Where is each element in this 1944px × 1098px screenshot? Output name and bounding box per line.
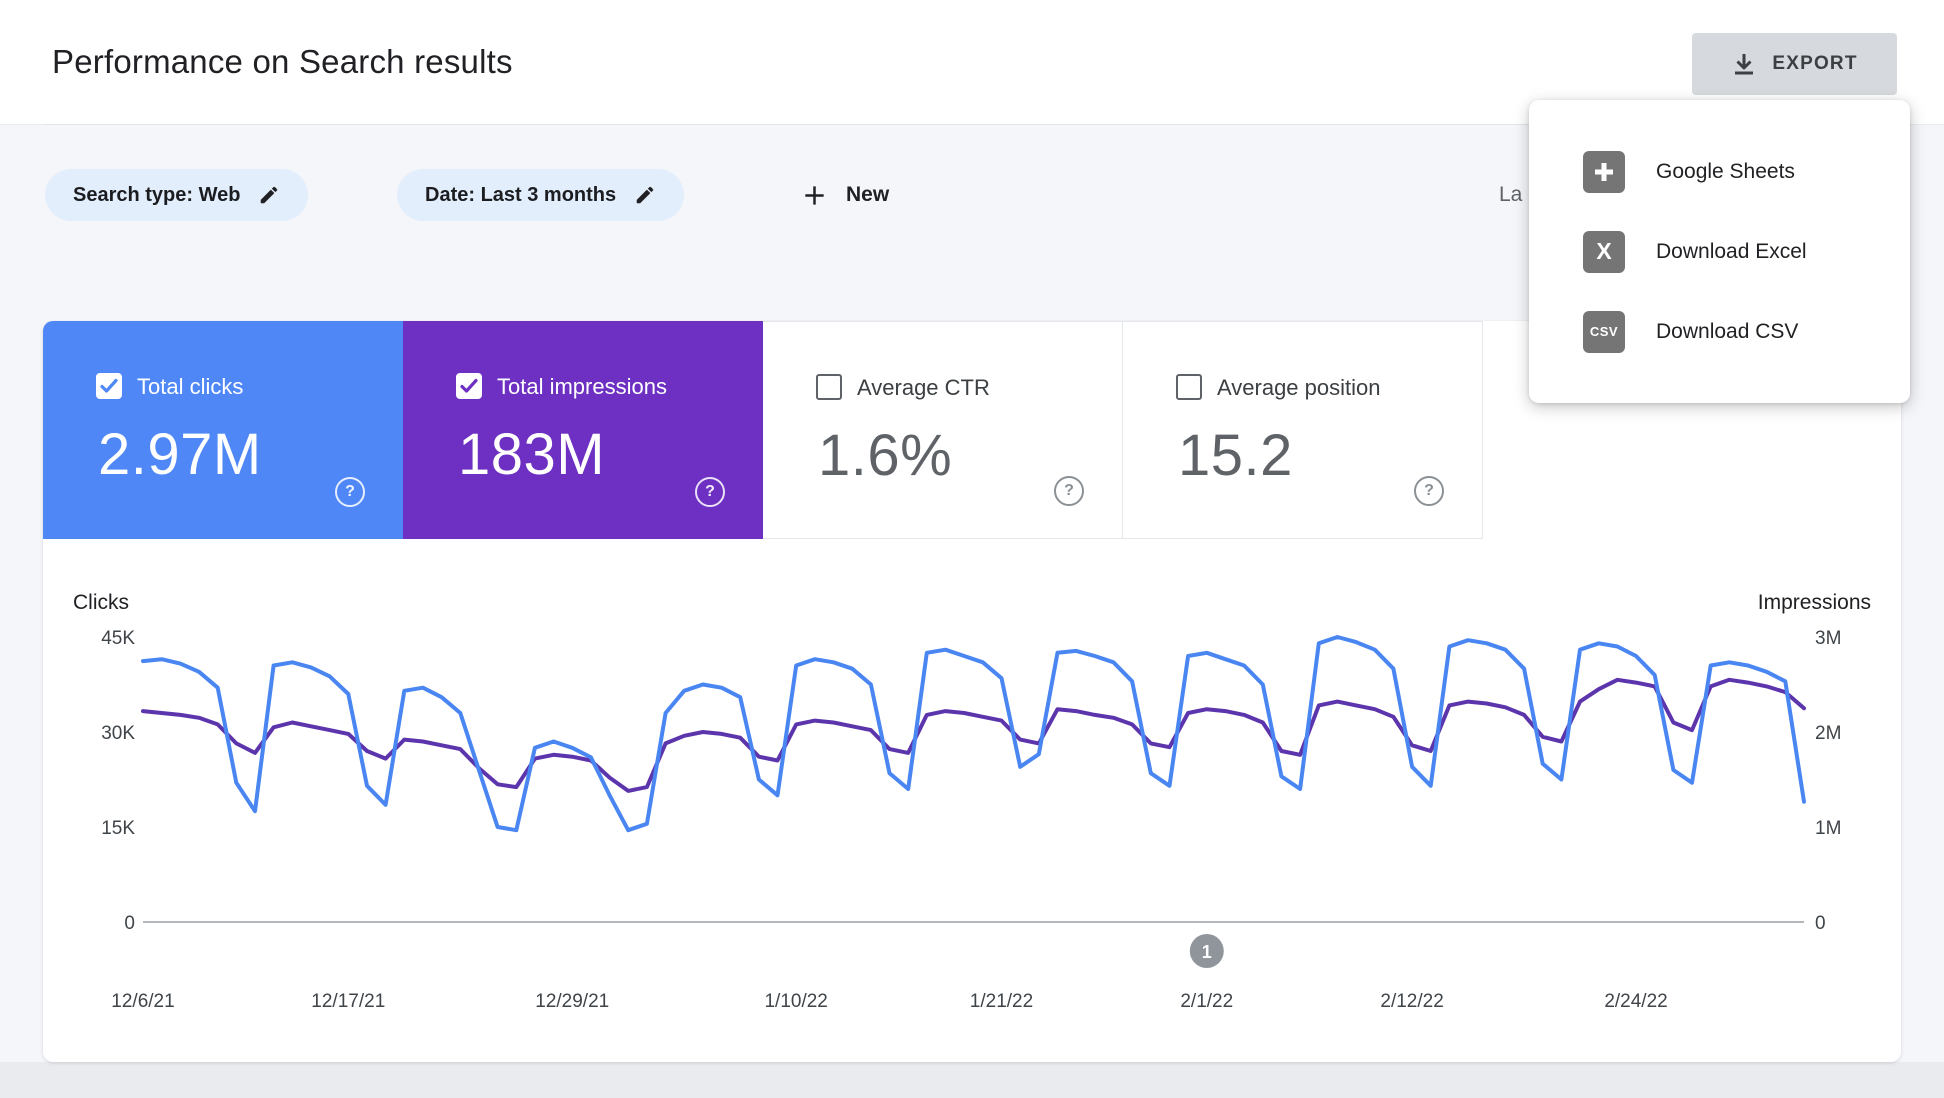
checkbox-unchecked-icon[interactable] xyxy=(1176,374,1202,400)
date-tick-label: 12/6/21 xyxy=(111,991,174,1012)
date-tick-label: 2/24/22 xyxy=(1604,991,1667,1012)
search-type-chip-label: Search type: Web xyxy=(73,183,241,206)
performance-timeseries-chart[interactable]: Clicks Impressions 0 15K 30K 45K 0 1M 2M 3M 12/6/2… xyxy=(43,539,1901,1062)
right-axis-title: Impressions xyxy=(1758,591,1871,614)
metric-label: Total clicks xyxy=(137,374,244,399)
annotation-marker-circle[interactable] xyxy=(1189,934,1224,968)
chart-canvas: Clicks Impressions 0 15K 30K 45K 0 1M 2M 3M 12/6/2… xyxy=(73,591,1871,1012)
annotation-marker-label: 1 xyxy=(1202,942,1212,962)
new-button-label: New xyxy=(846,183,890,206)
metric-label: Average position xyxy=(1217,375,1381,400)
right-axis-tick-label: 3M xyxy=(1815,628,1841,649)
header-divider xyxy=(45,124,1899,125)
help-icon[interactable]: ? xyxy=(335,477,365,507)
metric-card-average-ctr[interactable]: Average CTR 1.6% ? xyxy=(763,321,1123,539)
date-tick-label: 12/29/21 xyxy=(535,991,609,1012)
menu-item-download-excel[interactable]: X Download Excel xyxy=(1529,212,1910,292)
date-tick-label: 1/10/22 xyxy=(764,991,827,1012)
metric-value: 1.6% xyxy=(818,423,953,488)
export-button[interactable]: EXPORT xyxy=(1692,33,1897,95)
help-icon[interactable]: ? xyxy=(695,477,725,507)
date-chip-label: Date: Last 3 months xyxy=(425,183,617,206)
series-line-clicks[interactable] xyxy=(141,635,1806,833)
series-line-impressions[interactable] xyxy=(141,677,1806,793)
right-axis-tick-label: 1M xyxy=(1815,818,1841,839)
left-axis-tick-label: 30K xyxy=(101,723,135,744)
metric-value: 15.2 xyxy=(1178,423,1293,488)
left-axis-tick-label: 45K xyxy=(101,628,135,649)
checkbox-unchecked-icon[interactable] xyxy=(816,374,842,400)
menu-item-download-csv[interactable]: CSV Download CSV xyxy=(1529,292,1910,372)
report-card: Total clicks 2.97M ? Total impressions 1… xyxy=(43,321,1901,1062)
menu-item-label: Download Excel xyxy=(1656,239,1807,263)
metric-value: 183M xyxy=(458,422,606,487)
date-filter-chip[interactable]: Date: Last 3 months xyxy=(397,169,685,221)
metric-card-total-clicks[interactable]: Total clicks 2.97M ? xyxy=(43,321,403,539)
export-button-label: EXPORT xyxy=(1772,53,1858,74)
metric-cards-row: Total clicks 2.97M ? Total impressions 1… xyxy=(43,321,1483,539)
checkbox-checked-icon[interactable] xyxy=(96,373,122,399)
export-menu: Google Sheets X Download Excel CSV Downl… xyxy=(1529,100,1910,403)
metric-card-average-position[interactable]: Average position 15.2 ? xyxy=(1123,321,1483,539)
menu-item-label: Download CSV xyxy=(1656,319,1799,343)
right-axis-tick-label: 0 xyxy=(1815,913,1826,934)
csv-icon: CSV xyxy=(1583,310,1625,353)
google-sheets-icon xyxy=(1583,150,1625,193)
date-tick-label: 2/12/22 xyxy=(1380,991,1443,1012)
search-type-filter-chip[interactable]: Search type: Web xyxy=(45,169,309,221)
left-axis-tick-label: 0 xyxy=(124,913,135,934)
date-tick-label: 12/17/21 xyxy=(311,991,385,1012)
plus-icon xyxy=(801,182,828,209)
checkbox-checked-icon[interactable] xyxy=(456,373,482,399)
metric-card-total-impressions[interactable]: Total impressions 183M ? xyxy=(403,321,763,539)
date-tick-label: 2/1/22 xyxy=(1180,991,1233,1012)
left-axis-tick-label: 15K xyxy=(101,818,135,839)
menu-item-google-sheets[interactable]: Google Sheets xyxy=(1529,132,1910,212)
right-axis-tick-label: 2M xyxy=(1815,723,1841,744)
new-filter-button[interactable]: New xyxy=(795,169,895,221)
page-title: Performance on Search results xyxy=(52,43,513,80)
download-icon xyxy=(1731,51,1757,77)
last-updated-text: La xyxy=(1499,183,1523,206)
edit-pencil-icon[interactable] xyxy=(258,184,280,206)
edit-pencil-icon[interactable] xyxy=(634,184,656,206)
help-icon[interactable]: ? xyxy=(1414,476,1444,506)
left-axis-title: Clicks xyxy=(73,591,129,614)
metric-label: Average CTR xyxy=(857,375,990,400)
metric-label: Total impressions xyxy=(497,374,667,399)
menu-item-label: Google Sheets xyxy=(1656,159,1795,183)
help-icon[interactable]: ? xyxy=(1054,476,1084,506)
metric-value: 2.97M xyxy=(98,422,262,487)
excel-icon: X xyxy=(1583,230,1625,273)
date-tick-label: 1/21/22 xyxy=(970,991,1033,1012)
